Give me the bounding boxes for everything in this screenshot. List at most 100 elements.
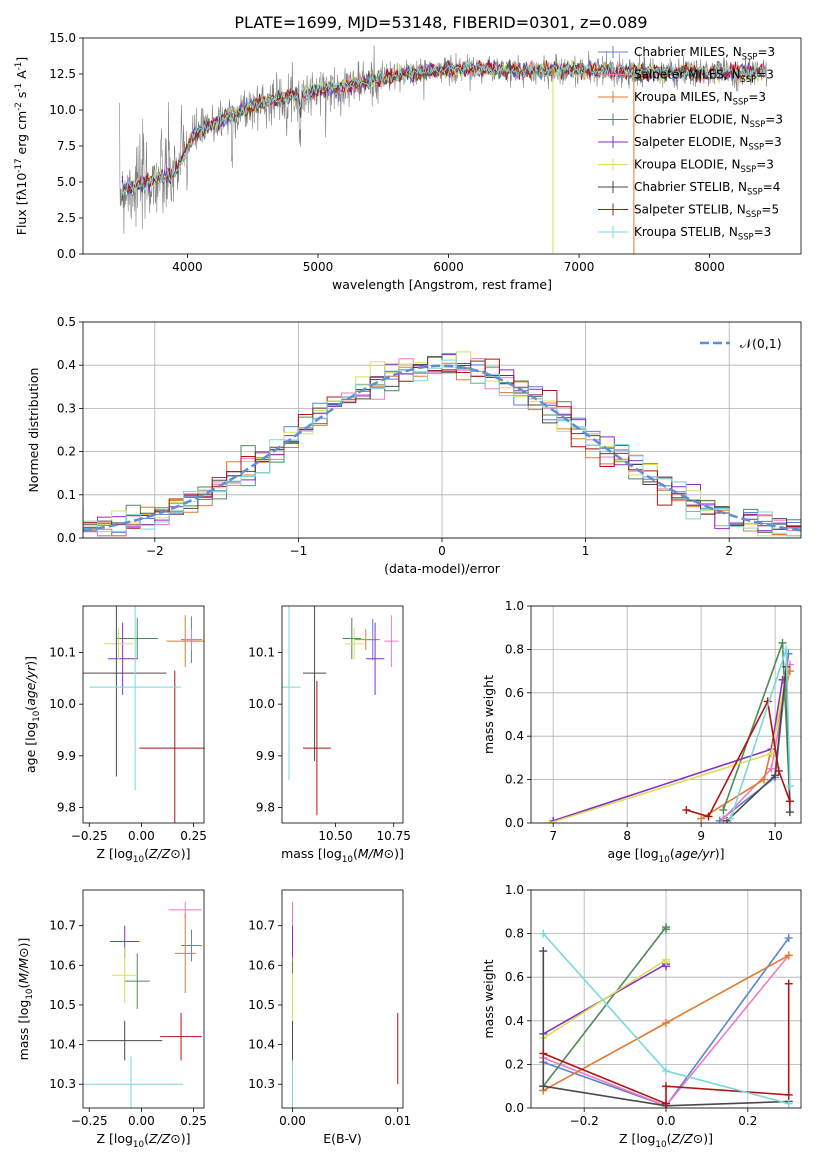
- panel-Z-vs-mass-weight: −0.2 0.0 0.2 0.0 0.2 0.4 0.6 0.8 1.0 Z [log10​(Z/…: [481, 883, 802, 1150]
- y-tick-label: 10.3: [49, 1077, 76, 1091]
- y-tick-label: 0.5: [57, 315, 76, 329]
- y-tick-label: 0.0: [57, 531, 76, 545]
- model-spectrum-line: [121, 60, 765, 196]
- mass-weight-line: [542, 958, 667, 1039]
- x-tick-label: 7: [549, 829, 557, 843]
- y-tick-label: 0.6: [505, 970, 524, 984]
- y-tick-label: 5.0: [57, 175, 76, 189]
- x-tick-label: 0.00: [128, 829, 155, 843]
- legend-entry: Salpeter ELODIE, NSSP​=3: [634, 135, 782, 152]
- y-tick-label: 0.8: [505, 642, 524, 656]
- y-tick-label: 0.0: [505, 1101, 524, 1115]
- y-tick-label: 10.0: [49, 103, 76, 117]
- axes-frame: [82, 605, 205, 824]
- x-tick-label: −0.25: [71, 829, 108, 843]
- x-tick-label: 10.50: [318, 829, 352, 843]
- axes-frame: [82, 321, 802, 539]
- x-tick-label: −1: [290, 544, 308, 558]
- mass-weight-line: [686, 698, 791, 818]
- y-tick-label: 10.6: [49, 958, 76, 972]
- plot-area: [292, 901, 399, 1108]
- y-tick-label: 10.1: [248, 646, 275, 660]
- legend-entry: Kroupa STELIB, NSSP​=3: [634, 225, 771, 242]
- x-tick-label: 2: [725, 544, 733, 558]
- y-tick-label: 10.5: [248, 998, 275, 1012]
- mass-weight-line: [729, 649, 791, 819]
- mass-weight-line: [542, 951, 789, 1107]
- y-axis-label: mass weight: [481, 675, 496, 754]
- y-tick-label: 0.3: [57, 401, 76, 415]
- mass-weight-line: [542, 924, 667, 1087]
- x-tick-label: 4000: [172, 260, 203, 274]
- axes-frame: [281, 889, 404, 1109]
- y-tick-label: 0.4: [505, 729, 524, 743]
- plot-area: [83, 901, 202, 1108]
- x-axis-label: E(B-V): [323, 1131, 362, 1146]
- x-tick-label: −2: [146, 544, 164, 558]
- y-tick-label: 0.1: [57, 488, 76, 502]
- x-axis-label: Z [log10​(Z/Z⊙)]: [96, 1131, 190, 1150]
- x-tick-label: 0.01: [384, 1114, 411, 1128]
- y-tick-label: 7.5: [57, 139, 76, 153]
- panel-Z-vs-mass: −0.25 0.00 0.25 10.3 10.4 10.5 10.6 10.7 Z [log1…: [16, 889, 207, 1150]
- figure-title: PLATE=1699, MJD=53148, FIBERID=0301, z=0…: [234, 13, 647, 32]
- y-tick-label: 0.2: [505, 773, 524, 787]
- legend-entry: Kroupa MILES, NSSP​=3: [634, 90, 766, 107]
- y-axis-label: mass weight: [481, 959, 496, 1038]
- y-tick-label: 0.0: [505, 816, 524, 830]
- x-tick-label: 1: [582, 544, 590, 558]
- legend-entry: Kroupa ELODIE, NSSP​=3: [634, 158, 774, 175]
- x-tick-label: 0.25: [180, 1114, 207, 1128]
- x-tick-label: 8: [623, 829, 631, 843]
- x-tick-label: 0: [438, 544, 446, 558]
- y-tick-label: 10.5: [49, 998, 76, 1012]
- normal-distribution-curve: [83, 364, 801, 532]
- legend-entry: Chabrier MILES, NSSP​=3: [634, 45, 775, 62]
- y-tick-label: 10.7: [248, 919, 275, 933]
- mass-weight-line: [549, 675, 787, 823]
- y-tick-label: 2.5: [57, 211, 76, 225]
- y-tick-label: 10.4: [49, 1038, 76, 1052]
- y-tick-label: 9.9: [57, 749, 76, 763]
- x-tick-label: −0.2: [570, 1114, 599, 1128]
- y-tick-label: 9.8: [256, 801, 275, 815]
- y-tick-label: 1.0: [505, 883, 524, 897]
- x-axis-label: wavelength [Angstrom, rest frame]: [332, 277, 552, 292]
- y-tick-label: 10.4: [248, 1038, 275, 1052]
- axes-frame: [281, 605, 404, 824]
- panel-E(B-V)-vs-mass: 0.00 0.01 10.3 10.4 10.5 10.6 10.7 E(B-V): [248, 889, 411, 1146]
- panel-mass-vs-age: 10.50 10.75 9.8 9.9 10.0 10.1 mass [log10​(M/M…: [248, 605, 411, 865]
- panel-spectrum: 4000 5000 6000 7000 8000 0.0 2.5 5.0 7.5 10.0 12.5…: [14, 31, 802, 292]
- x-axis-label: mass [log10​(M/M⊙)]: [281, 846, 404, 865]
- residual-histogram-step: [83, 359, 801, 537]
- x-tick-label: 0.00: [279, 1114, 306, 1128]
- plot-area: [83, 606, 204, 823]
- y-tick-label: 0.4: [57, 358, 76, 372]
- x-tick-label: 0.2: [738, 1114, 757, 1128]
- x-tick-label: 6000: [433, 260, 464, 274]
- legend-entry: Salpeter MILES, NSSP​=3: [634, 68, 774, 85]
- legend-entry: Chabrier STELIB, NSSP​=4: [634, 180, 780, 197]
- axes-frame: [530, 889, 802, 1109]
- model-spectrum-line: [121, 60, 765, 201]
- y-tick-label: 9.9: [256, 749, 275, 763]
- mass-weight-line: [552, 679, 784, 822]
- y-tick-label: 0.0: [57, 247, 76, 261]
- y-axis-label: Flux [fλ10-17​ erg cm-2​ s-1​ A-1​]: [14, 57, 29, 236]
- x-tick-label: 5000: [303, 260, 334, 274]
- y-tick-label: 10.6: [248, 958, 275, 972]
- x-axis-label: (data-model)/error: [384, 561, 501, 576]
- y-tick-label: 15.0: [49, 31, 76, 45]
- axes-frame: [82, 37, 802, 255]
- plot-area: [545, 638, 794, 823]
- x-tick-label: 0.25: [180, 829, 207, 843]
- y-axis-label: mass [log10​(M/M⊙)]: [16, 938, 35, 1061]
- y-tick-label: 0.4: [505, 1014, 524, 1028]
- y-tick-label: 0.2: [505, 1057, 524, 1071]
- x-tick-label: 8000: [694, 260, 725, 274]
- x-tick-label: 10.75: [377, 829, 411, 843]
- panel-Z-vs-age: −0.25 0.00 0.25 9.8 9.9 10.0 10.1 Z [log10​(Z/Z…: [23, 605, 207, 865]
- plot-area: [119, 45, 768, 254]
- x-tick-label: 10: [767, 829, 782, 843]
